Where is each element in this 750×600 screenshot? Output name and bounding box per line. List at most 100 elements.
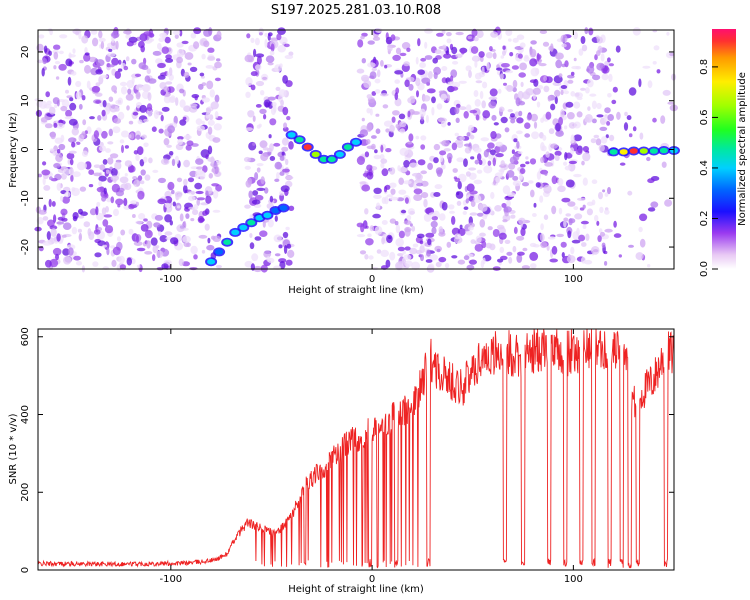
noise-speck — [183, 159, 191, 168]
colorbar-ticks: 0.0 0.2 0.4 0.6 0.8 — [699, 59, 718, 277]
noise-speck — [669, 52, 675, 57]
noise-speck — [217, 160, 222, 165]
noise-speck — [135, 201, 139, 207]
noise-speck — [254, 236, 262, 241]
noise-speck — [68, 168, 74, 176]
noise-speck — [458, 80, 467, 84]
noise-speck — [609, 134, 615, 142]
noise-speck — [190, 218, 195, 222]
noise-speck — [426, 250, 431, 257]
noise-speck — [516, 235, 525, 241]
noise-speck — [570, 134, 575, 144]
noise-speck — [540, 156, 545, 164]
noise-speck — [504, 127, 510, 133]
noise-speck — [119, 176, 129, 184]
noise-speck — [535, 68, 540, 75]
noise-speck — [456, 191, 460, 196]
noise-speck — [383, 120, 393, 127]
noise-speck — [554, 89, 561, 97]
noise-speck — [127, 88, 132, 95]
y-tick-label: 400 — [20, 405, 31, 424]
noise-speck — [171, 189, 175, 195]
noise-speck — [165, 58, 174, 63]
noise-speck — [404, 246, 411, 251]
noise-speck — [282, 75, 288, 84]
snr-x-axis-label: Height of straight line (km) — [288, 584, 424, 595]
noise-speck — [487, 160, 492, 166]
noise-speck — [53, 122, 58, 128]
noise-speck — [529, 251, 539, 261]
noise-speck — [549, 258, 558, 263]
noise-speck — [499, 246, 505, 253]
noise-speck — [392, 54, 401, 62]
noise-speck — [201, 97, 210, 103]
noise-speck — [137, 190, 145, 200]
noise-speck — [570, 71, 575, 76]
noise-speck — [381, 220, 388, 225]
noise-speck — [398, 189, 407, 195]
noise-speck — [93, 130, 99, 139]
noise-speck — [161, 106, 170, 112]
noise-speck — [502, 185, 511, 195]
noise-speck — [605, 134, 609, 139]
spectrogram-x-ticks: -100 0 100 — [159, 30, 583, 285]
noise-speck — [468, 226, 474, 231]
noise-speck — [563, 219, 567, 228]
noise-speck — [596, 114, 604, 118]
noise-speck — [135, 154, 140, 161]
noise-speck — [508, 162, 516, 170]
noise-speck — [500, 63, 510, 68]
noise-speck — [524, 133, 531, 138]
noise-speck — [279, 36, 288, 45]
noise-speck — [92, 37, 99, 47]
noise-speck — [76, 161, 86, 171]
noise-speck — [599, 63, 605, 69]
noise-speck — [446, 241, 452, 248]
noise-speck — [500, 116, 508, 124]
noise-speck — [560, 89, 564, 96]
noise-speck — [554, 96, 558, 105]
noise-speck — [475, 80, 483, 84]
noise-speck — [463, 206, 469, 210]
noise-speck — [463, 111, 469, 119]
noise-speck — [589, 93, 597, 97]
noise-speck — [247, 110, 255, 118]
noise-speck — [581, 256, 586, 264]
noise-speck — [174, 191, 183, 198]
noise-speck — [176, 205, 181, 209]
noise-speck — [443, 53, 452, 59]
noise-speck — [372, 36, 381, 41]
noise-speck — [510, 214, 516, 219]
noise-speck — [58, 50, 64, 55]
noise-speck — [557, 185, 566, 193]
noise-speck — [100, 41, 105, 50]
noise-speck — [120, 229, 126, 236]
noise-speck — [481, 100, 487, 109]
noise-speck — [591, 179, 598, 184]
noise-speck — [661, 161, 667, 168]
noise-speck — [506, 170, 515, 178]
noise-speck — [126, 80, 135, 89]
noise-speck — [503, 206, 512, 213]
noise-speck — [550, 143, 558, 149]
noise-speck — [171, 158, 176, 167]
noise-speck — [512, 87, 517, 93]
y-tick-label: 200 — [20, 483, 31, 502]
noise-speck — [460, 48, 465, 55]
noise-speck — [390, 188, 396, 195]
noise-speck — [479, 232, 486, 237]
noise-speck — [519, 42, 526, 48]
noise-speck — [664, 199, 673, 207]
noise-speck — [571, 65, 580, 70]
colorbar-gradient — [712, 29, 736, 269]
noise-speck — [54, 104, 58, 108]
noise-speck — [488, 101, 497, 109]
noise-speck — [545, 151, 550, 158]
noise-speck — [49, 258, 59, 268]
noise-speck — [667, 101, 675, 105]
noise-speck — [473, 90, 479, 97]
noise-speck — [53, 163, 61, 169]
noise-speck — [132, 214, 136, 218]
noise-speck — [278, 244, 283, 249]
